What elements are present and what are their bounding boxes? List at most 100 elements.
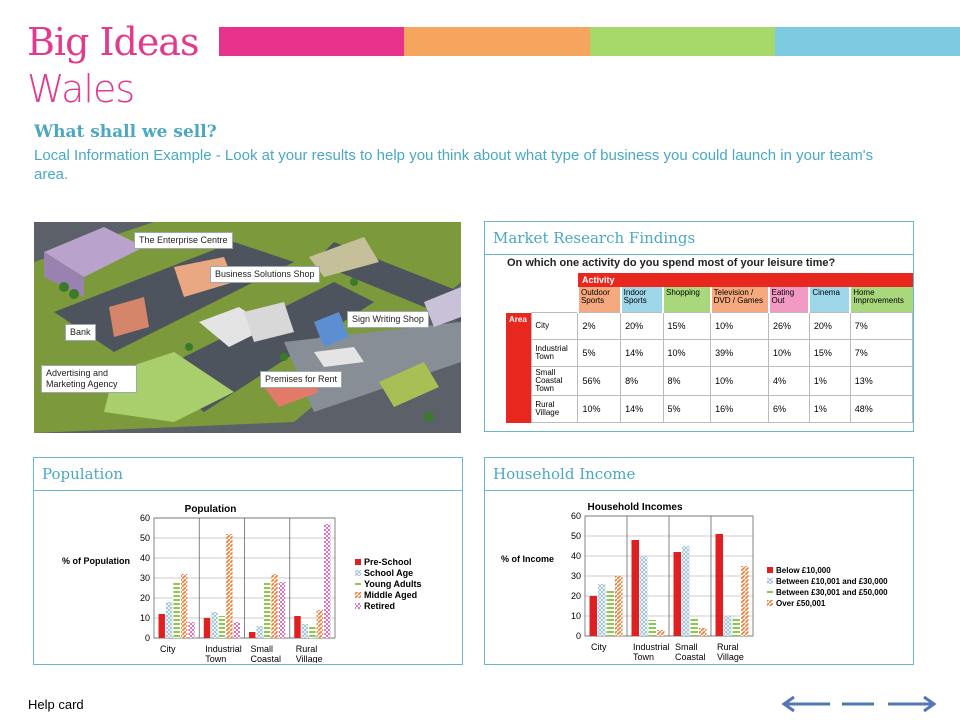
table-row: Area City 2% 20% 15% 10% 26% 20% 7% bbox=[506, 312, 914, 423]
x-tick-label: Industrial Town bbox=[633, 642, 670, 662]
table-cell: 16% bbox=[710, 395, 770, 423]
table-row: Small Coastal Town 56% 8% 8% 10% 4% 1% 13% bbox=[506, 366, 914, 396]
bar bbox=[640, 556, 648, 636]
y-tick-label: 60 bbox=[140, 513, 150, 523]
bar bbox=[724, 616, 732, 636]
bar bbox=[598, 584, 606, 636]
bar bbox=[256, 626, 263, 638]
table-cell: 20% bbox=[620, 312, 664, 340]
help-card-link[interactable]: Help card bbox=[28, 697, 84, 712]
population-chart: Population 0 10 20 30 40 50 60 City Industrial Tow… bbox=[62, 504, 422, 663]
area-label: City bbox=[531, 312, 579, 340]
map-label-business-solutions-shop: Business Solutions Shop bbox=[210, 266, 320, 283]
activity-header: Activity bbox=[577, 273, 913, 287]
stripe-orange bbox=[404, 27, 590, 56]
bar bbox=[278, 582, 286, 638]
legend-label: Between £10,001 and £30,000 bbox=[776, 577, 888, 586]
brand-logo-line2: Wales bbox=[27, 67, 135, 111]
map-label-enterprise-centre: The Enterprise Centre bbox=[134, 232, 233, 249]
bar bbox=[715, 534, 723, 636]
table-cell: 2% bbox=[577, 312, 622, 340]
bar bbox=[648, 620, 656, 636]
market-research-question: On which one activity do you spend most … bbox=[507, 257, 836, 269]
activity-column-header: Cinema bbox=[808, 287, 851, 313]
bar bbox=[180, 574, 188, 638]
map-label-advertising-agency: Advertising and Marketing Agency bbox=[41, 365, 137, 393]
x-tick-label: Rural Village bbox=[296, 644, 323, 663]
household-income-chart: Household Incomes 0 10 20 30 40 50 60 City Indust… bbox=[501, 502, 888, 663]
table-cell: 7% bbox=[849, 312, 914, 340]
legend-swatch bbox=[355, 581, 361, 587]
bar bbox=[165, 602, 173, 638]
bar bbox=[673, 552, 681, 636]
activity-column-header: Eating Out bbox=[767, 287, 810, 313]
legend-swatch bbox=[767, 600, 773, 606]
page-heading: What shall we sell? bbox=[34, 122, 217, 142]
forward-arrow-icon[interactable] bbox=[886, 694, 938, 714]
bar bbox=[690, 618, 698, 636]
y-tick-label: 50 bbox=[571, 531, 581, 541]
activity-column-header: Shopping bbox=[662, 287, 711, 313]
brand-logo-line1: Big Ideas bbox=[27, 20, 199, 64]
map-label-bank: Bank bbox=[65, 324, 96, 341]
x-tick-label: Industrial Town bbox=[205, 644, 242, 663]
table-cell: 7% bbox=[849, 339, 914, 367]
bar bbox=[233, 622, 240, 638]
table-row: Industrial Town 5% 14% 10% 39% 10% 15% 7% bbox=[506, 339, 914, 367]
bar bbox=[732, 618, 740, 636]
table-cell: 1% bbox=[808, 395, 851, 423]
stripe-green bbox=[589, 27, 775, 56]
table-cell: 5% bbox=[662, 395, 712, 423]
legend-label: Below £10,000 bbox=[776, 566, 831, 575]
chart-title: Household Incomes bbox=[587, 502, 682, 513]
bar bbox=[294, 616, 301, 638]
y-tick-label: 10 bbox=[140, 613, 150, 623]
bar bbox=[589, 596, 597, 636]
bar bbox=[324, 524, 331, 638]
y-axis-label: % of Income bbox=[501, 554, 554, 564]
y-tick-label: 20 bbox=[140, 593, 150, 603]
bar bbox=[301, 624, 309, 638]
area-label: Small Coastal Town bbox=[531, 366, 579, 396]
bar bbox=[631, 540, 639, 636]
y-tick-label: 60 bbox=[571, 511, 581, 521]
bar bbox=[316, 610, 324, 638]
y-tick-label: 0 bbox=[145, 633, 150, 643]
legend-label: Over £50,001 bbox=[776, 599, 826, 608]
legend-label: Middle Aged bbox=[364, 590, 417, 600]
market-research-panel: Market Research Findings On which one ac… bbox=[484, 221, 914, 432]
header-color-stripes bbox=[219, 27, 960, 56]
table-cell: 48% bbox=[849, 395, 914, 423]
legend-swatch bbox=[767, 567, 773, 573]
map-label-sign-writing-shop: Sign Writing Shop bbox=[347, 311, 429, 328]
bar bbox=[741, 566, 749, 636]
table-cell: 39% bbox=[710, 339, 770, 367]
y-tick-label: 40 bbox=[571, 551, 581, 561]
table-cell: 15% bbox=[808, 339, 851, 367]
bar bbox=[188, 622, 195, 638]
table-cell: 15% bbox=[662, 312, 712, 340]
legend-swatch bbox=[355, 592, 361, 598]
legend-swatch bbox=[767, 578, 773, 584]
bar bbox=[211, 612, 218, 638]
bar bbox=[657, 630, 665, 636]
legend-label: Between £30,001 and £50,000 bbox=[776, 588, 888, 597]
y-tick-label: 10 bbox=[571, 611, 581, 621]
activity-column-header: Outdoor Sports bbox=[576, 287, 621, 313]
household-income-panel-title: Household Income bbox=[485, 458, 913, 491]
back-arrow-icon[interactable] bbox=[780, 694, 832, 714]
menu-bar-icon[interactable] bbox=[840, 694, 876, 714]
table-cell: 10% bbox=[768, 339, 810, 367]
table-cell: 14% bbox=[620, 339, 664, 367]
table-cell: 10% bbox=[710, 366, 770, 396]
bar bbox=[606, 590, 614, 636]
table-cell: 8% bbox=[620, 366, 664, 396]
x-tick-label: Rural Village bbox=[717, 642, 744, 662]
y-tick-label: 40 bbox=[140, 553, 150, 563]
town-map-illustration: The Enterprise Centre Business Solutions… bbox=[34, 222, 461, 433]
y-tick-label: 30 bbox=[571, 571, 581, 581]
activity-column-header: Home Improvements bbox=[849, 287, 913, 313]
table-cell: 1% bbox=[808, 366, 851, 396]
